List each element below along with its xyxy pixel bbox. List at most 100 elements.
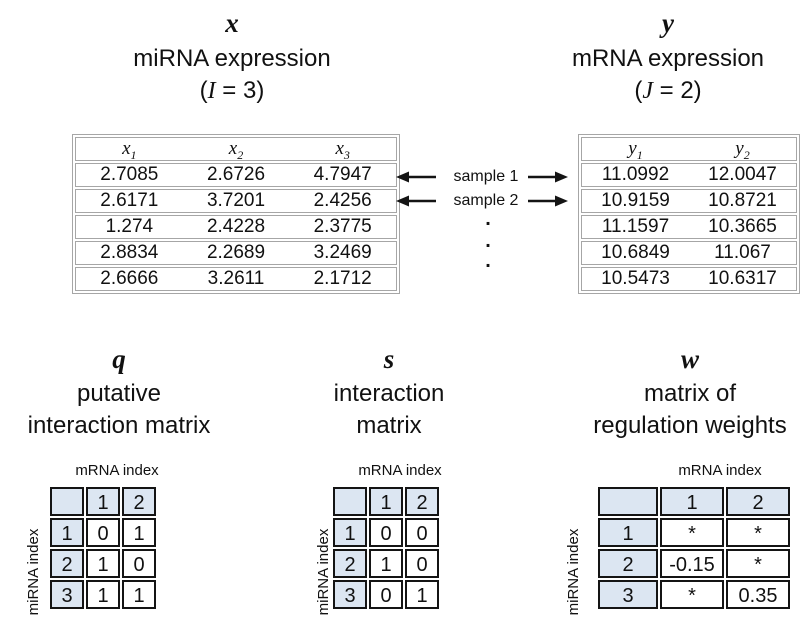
matrix-cell: 0.35 xyxy=(726,580,790,609)
matrix-cell: * xyxy=(726,549,790,578)
column-header: x2 xyxy=(228,138,244,162)
table-cell: 11.0992 xyxy=(601,164,670,185)
matrix-corner-cell xyxy=(50,487,84,516)
matrix-row-header: 3 xyxy=(50,580,84,609)
table-cell: 3.2469 xyxy=(313,242,372,263)
dim-variable: J xyxy=(642,78,653,104)
ellipsis-dot: . xyxy=(485,208,491,230)
matrix-cell: 0 xyxy=(86,518,120,547)
table-cell: 2.1712 xyxy=(313,268,372,289)
matrix-cell: 1 xyxy=(86,580,120,609)
q-title-line1: putative xyxy=(76,380,162,407)
sample-1-label: sample 1 xyxy=(453,168,519,185)
s-matrix-col-axis-label: mRNA index xyxy=(358,462,442,479)
matrix-row-header: 1 xyxy=(50,518,84,547)
table-cell: 3.2611 xyxy=(207,268,265,289)
arrow-left-icon xyxy=(396,171,436,183)
matrix-col-header: 1 xyxy=(369,487,403,516)
matrix-cell: 0 xyxy=(122,549,156,578)
table-cell: 3.7201 xyxy=(206,190,266,211)
table-cell: 2.8834 xyxy=(100,242,159,263)
arrow-right-icon xyxy=(528,195,568,207)
table-row: 11.1597 10.3665 xyxy=(581,215,797,239)
s-symbol: s xyxy=(383,344,395,374)
table-cell: 2.2689 xyxy=(206,242,266,263)
table-cell: 10.5473 xyxy=(601,268,670,289)
column-header: y2 xyxy=(735,138,750,162)
table-row: 11.0992 12.0047 xyxy=(581,163,797,187)
table-cell: 2.3775 xyxy=(313,216,372,237)
matrix-cell: * xyxy=(726,518,790,547)
matrix-cell: 1 xyxy=(405,580,439,609)
matrix-col-header: 2 xyxy=(122,487,156,516)
matrix-col-header: 1 xyxy=(660,487,724,516)
table-row: 2.8834 2.2689 3.2469 xyxy=(75,241,397,265)
table-row: 10.6849 11.067 xyxy=(581,241,797,265)
mrna-panel-header: y mRNA expression (J = 2) xyxy=(528,4,808,107)
table-row: 2.6666 3.2611 2.1712 xyxy=(75,267,397,291)
w-matrix-header: w matrix of regulation weights xyxy=(576,340,804,442)
matrix-corner-cell xyxy=(598,487,658,516)
s-matrix-header: s interaction matrix xyxy=(277,340,501,442)
table-cell: 11.1597 xyxy=(601,216,670,237)
s-title-line1: interaction xyxy=(333,380,445,407)
table-header-row: x1 x2 x3 xyxy=(75,137,397,161)
dim-value: = 3) xyxy=(215,77,265,104)
matrix-cell: 1 xyxy=(86,549,120,578)
table-cell: 10.3665 xyxy=(708,216,777,237)
q-matrix-header: q putative interaction matrix xyxy=(7,340,231,442)
matrix-row-header: 3 xyxy=(598,580,658,609)
matrix-cell: 1 xyxy=(122,518,156,547)
table-header-row: y1 y2 xyxy=(581,137,797,161)
w-matrix-row-axis-label: miRNA index xyxy=(565,528,582,616)
dim-open: ( xyxy=(634,77,643,104)
s-matrix-row-axis-label: miRNA index xyxy=(315,528,332,616)
matrix-row-header: 2 xyxy=(50,549,84,578)
arrow-left-icon xyxy=(396,195,436,207)
column-header: x3 xyxy=(335,138,350,162)
matrix-corner-cell xyxy=(333,487,367,516)
matrix-cell: 1 xyxy=(122,580,156,609)
table-cell: 10.6317 xyxy=(708,268,777,289)
q-matrix-row-axis-label: miRNA index xyxy=(25,528,42,616)
w-title-line2: regulation weights xyxy=(593,412,787,439)
table-cell: 4.7947 xyxy=(313,164,372,185)
mirna-expression-table: x1 x2 x3 2.7085 2.6726 4.7947 2.6171 3.7… xyxy=(72,134,400,294)
ellipsis-dot: . xyxy=(485,250,491,272)
q-matrix-table: 1 2 1 0 1 2 1 0 3 1 1 xyxy=(50,487,156,609)
matrix-col-header: 2 xyxy=(405,487,439,516)
dim-variable: I xyxy=(207,78,216,104)
w-matrix-table: 1 2 1 * * 2 -0.15 * 3 * 0.35 xyxy=(598,487,790,609)
q-matrix-col-axis-label: mRNA index xyxy=(75,462,159,479)
ellipsis-dot: . xyxy=(485,230,491,252)
dim-open: ( xyxy=(199,77,208,104)
table-cell: 10.8721 xyxy=(708,190,777,211)
matrix-row-header: 2 xyxy=(598,549,658,578)
table-cell: 2.6666 xyxy=(100,268,159,289)
table-row: 2.6171 3.7201 2.4256 xyxy=(75,189,397,213)
w-title-line1: matrix of xyxy=(643,380,736,407)
table-cell: 2.4228 xyxy=(206,216,266,237)
q-title-line2: interaction matrix xyxy=(27,412,211,439)
table-row: 2.7085 2.6726 4.7947 xyxy=(75,163,397,187)
table-cell: 2.7085 xyxy=(100,164,159,185)
mrna-dimension: (J = 2) xyxy=(528,75,808,107)
w-symbol: w xyxy=(680,344,699,374)
table-cell: 12.0047 xyxy=(708,164,777,185)
matrix-cell: 0 xyxy=(405,518,439,547)
table-row: 1.274 2.4228 2.3775 xyxy=(75,215,397,239)
table-row: 10.9159 10.8721 xyxy=(581,189,797,213)
mrna-expression-table: y1 y2 11.0992 12.0047 10.9159 10.8721 11… xyxy=(578,134,800,294)
mrna-title: mRNA expression xyxy=(571,45,765,72)
matrix-cell: 1 xyxy=(369,549,403,578)
matrix-row-header: 2 xyxy=(333,549,367,578)
dim-value: = 2) xyxy=(652,77,702,104)
matrix-cell: 0 xyxy=(369,518,403,547)
matrix-col-header: 1 xyxy=(86,487,120,516)
matrix-row-header: 1 xyxy=(598,518,658,547)
table-cell: 1.274 xyxy=(105,216,154,237)
sample-2-label: sample 2 xyxy=(453,192,519,209)
y-symbol: y xyxy=(662,8,674,38)
s-matrix-table: 1 2 1 0 0 2 1 0 3 0 1 xyxy=(333,487,439,609)
